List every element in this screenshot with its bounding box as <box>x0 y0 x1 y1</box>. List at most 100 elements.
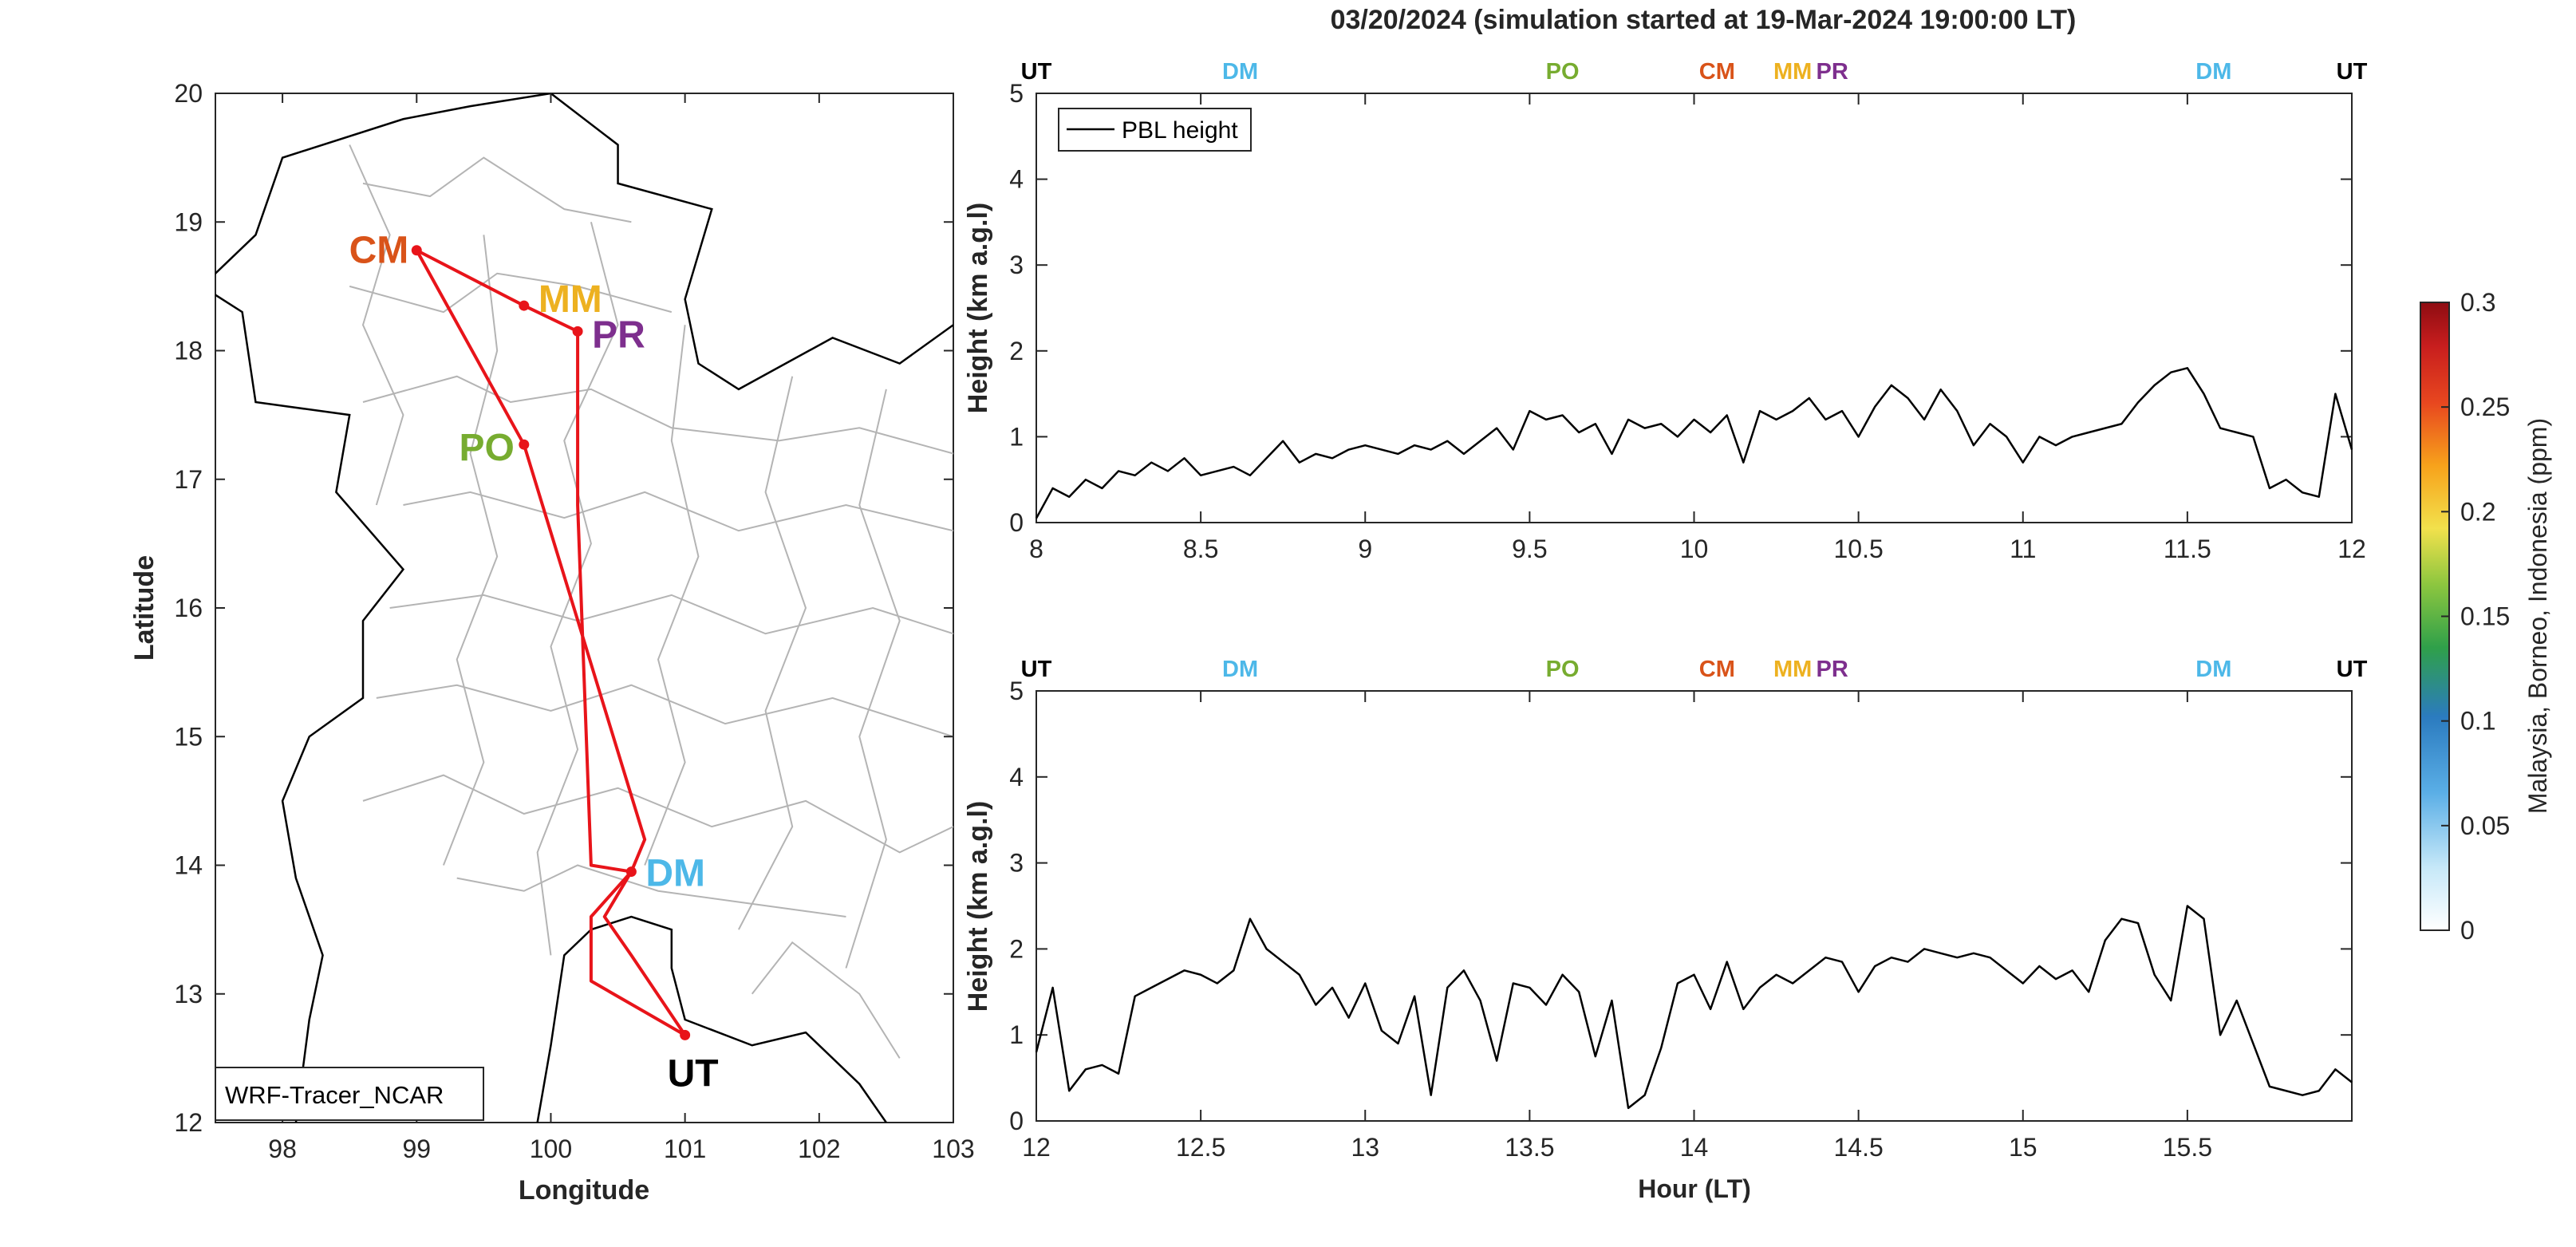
map-y-tick-label: 18 <box>174 337 203 365</box>
province-boundaries <box>349 144 953 1059</box>
country-boundaries <box>215 93 953 1123</box>
y-tick-label: 4 <box>1009 165 1024 194</box>
x-tick-label: 10.5 <box>1833 535 1883 563</box>
province-boundary-line <box>362 375 953 455</box>
province-boundary-line <box>349 144 404 506</box>
map-y-tick-label: 16 <box>174 594 203 622</box>
map-y-tick-label: 19 <box>174 207 203 236</box>
top-marker-pr: PR <box>1816 59 1848 85</box>
top-marker-ut: UT <box>1021 657 1052 682</box>
colorbar-tick-label: 0.1 <box>2460 707 2495 736</box>
map-x-tick-label: 99 <box>402 1135 431 1163</box>
province-boundary-line <box>389 594 953 635</box>
map-y-ticks: 12 13 14 15 16 17 18 19 20 <box>174 79 953 1137</box>
site-time-markers: UT DM PO CM MM PR DM UT <box>1021 59 2368 85</box>
x-tick-label: 15.5 <box>2163 1133 2212 1162</box>
map-x-tick-label: 102 <box>798 1135 840 1163</box>
x-tick-label: 13.5 <box>1505 1133 1554 1162</box>
map-x-tick-label: 100 <box>530 1135 572 1163</box>
province-boundary-line <box>376 684 953 738</box>
site-marker-mm <box>519 300 530 311</box>
map-y-tick-label: 12 <box>174 1108 203 1137</box>
pbl-legend: PBL height <box>1058 108 1252 152</box>
top-marker-ut: UT <box>2337 59 2368 85</box>
top-marker-pr: PR <box>1816 657 1848 682</box>
top-marker-mm: MM <box>1773 59 1812 85</box>
pbl-series <box>1035 367 2353 519</box>
y-tick-label: 3 <box>1009 849 1024 878</box>
map-y-tick-label: 13 <box>174 980 203 1008</box>
x-tick-label: 9.5 <box>1512 535 1547 563</box>
x-tick-label: 8.5 <box>1183 535 1218 563</box>
map-x-tick-label: 101 <box>664 1135 706 1163</box>
y-tick-label: 0 <box>1009 508 1024 537</box>
figure-title: 03/20/2024 (simulation started at 19-Mar… <box>1331 5 2077 35</box>
province-boundary-line <box>403 491 953 532</box>
province-boundary-line <box>738 376 807 930</box>
y-tick-label: 1 <box>1009 422 1024 451</box>
site-label-dm: DM <box>645 853 705 895</box>
panel-x-label: Hour (LT) <box>1638 1174 1751 1203</box>
province-boundary-line <box>644 325 700 866</box>
y-tick-label: 4 <box>1009 763 1024 791</box>
map-axes-frame <box>215 93 954 1123</box>
panel-y-label: Height (km a.g.l) <box>963 801 993 1012</box>
x-tick-label: 15 <box>2009 1133 2038 1162</box>
x-tick-label: 14 <box>1680 1133 1709 1162</box>
top-marker-dm: DM <box>1222 657 1258 682</box>
top-marker-dm: DM <box>2195 59 2231 85</box>
map-y-tick-label: 20 <box>174 79 203 108</box>
top-marker-cm: CM <box>1699 59 1735 85</box>
top-marker-cm: CM <box>1699 657 1735 682</box>
province-boundary-line <box>456 864 846 917</box>
map-y-tick-label: 17 <box>174 465 203 494</box>
pbl-legend-text: PBL height <box>1122 117 1238 144</box>
top-marker-ut: UT <box>2337 657 2368 682</box>
x-tick-label: 12.5 <box>1176 1133 1225 1162</box>
province-boundary-line <box>442 235 499 866</box>
province-boundary-line <box>362 774 953 854</box>
y-tick-label: 2 <box>1009 337 1024 365</box>
colorbar-tick-label: 0.15 <box>2460 602 2510 631</box>
site-label-ut: UT <box>668 1052 719 1095</box>
map-y-tick-label: 15 <box>174 722 203 751</box>
y-tick-label: 0 <box>1009 1107 1024 1135</box>
map-x-tick-label: 98 <box>268 1135 297 1163</box>
site-label-cm: CM <box>349 230 409 272</box>
x-tick-label: 12 <box>1022 1133 1051 1162</box>
site-marker-cm <box>411 245 422 256</box>
colorbar-tick-label: 0.25 <box>2460 393 2510 421</box>
colorbar: 0 0.05 0.1 0.15 0.2 0.25 0.3 Malaysia, Borneo,… <box>2420 288 2552 945</box>
country-boundary-line <box>215 93 953 1123</box>
x-tick-label: 10 <box>1680 535 1709 563</box>
top-marker-dm: DM <box>1222 59 1258 85</box>
colorbar-tick-label: 0 <box>2460 916 2475 945</box>
top-marker-ut: UT <box>1021 59 1052 85</box>
province-boundary-line <box>349 272 673 314</box>
pbl-series <box>1035 905 2353 1110</box>
panel-y-label: Height (km a.g.l) <box>963 203 993 413</box>
map-x-ticks: 98 99 100 101 102 103 <box>268 93 975 1163</box>
map-y-label: Latitude <box>129 555 160 661</box>
y-tick-label: 2 <box>1009 934 1024 963</box>
y-tick-label: 5 <box>1009 677 1024 705</box>
country-boundary-line <box>536 929 592 1123</box>
map-legend-box <box>215 1067 484 1121</box>
site-marker-pr <box>572 326 583 337</box>
colorbar-ticks: 0 0.05 0.1 0.15 0.2 0.25 0.3 <box>2441 288 2510 945</box>
site-marker-dm <box>625 866 637 878</box>
x-tick-label: 8 <box>1029 535 1043 563</box>
y-tick-label: 3 <box>1009 251 1024 279</box>
site-label-po: PO <box>459 427 514 469</box>
colorbar-label: Malaysia, Borneo, Indonesia (ppm) <box>2523 418 2552 814</box>
x-tick-label: 11 <box>2010 535 2036 563</box>
province-boundary-line <box>751 941 901 1059</box>
map-x-label: Longitude <box>519 1175 649 1206</box>
colorbar-tick-label: 0.2 <box>2460 497 2495 526</box>
x-tick-label: 14.5 <box>1833 1133 1883 1162</box>
